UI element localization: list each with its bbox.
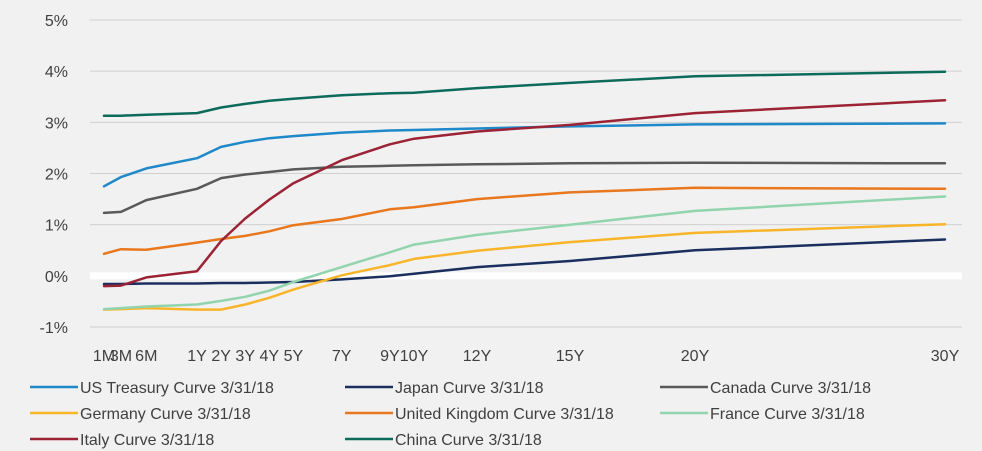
series-line-7 bbox=[102, 70, 947, 117]
series-line-5 bbox=[102, 195, 947, 311]
y-tick-label: -1% bbox=[40, 320, 68, 337]
x-tick-label: 7Y bbox=[332, 348, 352, 365]
y-tick-label: 0% bbox=[45, 269, 68, 286]
x-tick-label: 4Y bbox=[260, 348, 280, 365]
legend-label: Canada Curve 3/31/18 bbox=[710, 380, 871, 397]
x-tick-label: 9Y bbox=[380, 348, 400, 365]
legend-label: Japan Curve 3/31/18 bbox=[395, 380, 544, 397]
x-tick-label: 3Y bbox=[235, 348, 255, 365]
series-line-3 bbox=[102, 222, 947, 311]
x-tick-label: 12Y bbox=[463, 348, 492, 365]
x-tick-label: 3M bbox=[110, 348, 132, 365]
series-line-6 bbox=[102, 99, 947, 288]
gridlines bbox=[90, 19, 962, 328]
x-tick-label: 5Y bbox=[284, 348, 304, 365]
y-tick-label: 5% bbox=[45, 13, 68, 30]
y-tick-label: 3% bbox=[45, 115, 68, 132]
legend-label: China Curve 3/31/18 bbox=[395, 432, 542, 449]
series-line-4 bbox=[102, 186, 947, 256]
legend-label: France Curve 3/31/18 bbox=[710, 406, 865, 423]
legend-label: Italy Curve 3/31/18 bbox=[80, 432, 214, 449]
series-lines bbox=[102, 70, 947, 311]
x-tick-label: 1M bbox=[93, 348, 115, 365]
x-tick-label: 30Y bbox=[931, 348, 960, 365]
y-tick-label: 2% bbox=[45, 167, 68, 184]
y-axis: -1% 0% 1% 2% 3% 4% 5% bbox=[40, 13, 68, 337]
series-line-2 bbox=[102, 161, 947, 215]
x-tick-label: 10Y bbox=[400, 348, 429, 365]
y-tick-label: 4% bbox=[45, 64, 68, 81]
x-tick-label: 20Y bbox=[681, 348, 710, 365]
y-tick-label: 1% bbox=[45, 218, 68, 235]
x-tick-label: 1Y bbox=[187, 348, 207, 365]
legend-label: Germany Curve 3/31/18 bbox=[80, 406, 251, 423]
x-tick-label: 6M bbox=[135, 348, 157, 365]
legend: US Treasury Curve 3/31/18 Japan Curve 3/3… bbox=[30, 380, 871, 449]
legend-label: US Treasury Curve 3/31/18 bbox=[80, 380, 274, 397]
x-tick-label: 15Y bbox=[556, 348, 585, 365]
legend-label: United Kingdom Curve 3/31/18 bbox=[395, 406, 614, 423]
x-tick-label: 2Y bbox=[211, 348, 231, 365]
